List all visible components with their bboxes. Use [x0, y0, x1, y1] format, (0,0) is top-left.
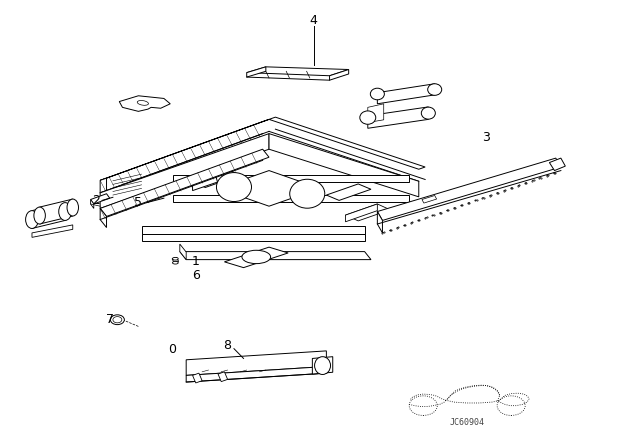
Ellipse shape [315, 357, 330, 375]
Ellipse shape [421, 107, 435, 119]
Polygon shape [312, 357, 333, 374]
Text: JC60904: JC60904 [449, 418, 484, 426]
Polygon shape [346, 204, 378, 222]
Polygon shape [269, 117, 425, 169]
Ellipse shape [26, 211, 38, 228]
Text: 8: 8 [223, 339, 232, 352]
Ellipse shape [173, 258, 178, 260]
Text: 1: 1 [192, 255, 200, 268]
Ellipse shape [371, 88, 385, 100]
Polygon shape [378, 158, 561, 220]
Ellipse shape [137, 100, 148, 105]
Polygon shape [269, 134, 419, 197]
Polygon shape [91, 199, 94, 208]
Polygon shape [246, 67, 349, 76]
Text: 5: 5 [134, 196, 142, 209]
Polygon shape [422, 195, 436, 203]
Text: 4: 4 [310, 13, 317, 26]
Ellipse shape [59, 202, 72, 220]
Ellipse shape [428, 84, 442, 95]
Polygon shape [173, 195, 409, 202]
Polygon shape [100, 119, 269, 181]
Polygon shape [218, 171, 320, 206]
Polygon shape [218, 372, 228, 382]
Polygon shape [368, 104, 384, 122]
Polygon shape [91, 194, 109, 204]
Polygon shape [193, 373, 202, 383]
Polygon shape [186, 351, 326, 375]
Polygon shape [32, 202, 65, 228]
Polygon shape [549, 158, 565, 171]
Polygon shape [100, 149, 269, 216]
Polygon shape [326, 184, 371, 200]
Polygon shape [100, 178, 106, 193]
Polygon shape [173, 175, 409, 182]
Polygon shape [193, 170, 228, 190]
Ellipse shape [173, 261, 178, 264]
Polygon shape [172, 258, 179, 263]
Ellipse shape [113, 317, 122, 323]
Polygon shape [368, 107, 428, 128]
Ellipse shape [216, 172, 252, 202]
Polygon shape [141, 226, 365, 234]
Text: 7: 7 [106, 313, 114, 326]
Polygon shape [32, 225, 73, 237]
Polygon shape [180, 252, 371, 260]
Ellipse shape [110, 315, 124, 325]
Ellipse shape [67, 199, 79, 216]
Text: 3: 3 [483, 131, 490, 144]
Ellipse shape [360, 111, 376, 124]
Text: 6: 6 [192, 269, 200, 282]
Ellipse shape [290, 179, 324, 208]
Polygon shape [100, 134, 269, 208]
Polygon shape [180, 244, 186, 260]
Text: 2: 2 [92, 194, 100, 207]
Text: 0: 0 [168, 343, 176, 356]
Polygon shape [40, 199, 73, 224]
Polygon shape [193, 170, 241, 188]
Polygon shape [346, 204, 390, 221]
Ellipse shape [34, 207, 45, 224]
Polygon shape [378, 211, 383, 233]
Polygon shape [100, 208, 106, 228]
Polygon shape [246, 67, 266, 77]
Ellipse shape [242, 250, 271, 263]
Polygon shape [378, 84, 435, 104]
Polygon shape [330, 69, 349, 80]
Polygon shape [225, 247, 288, 267]
Polygon shape [119, 96, 170, 112]
Polygon shape [141, 234, 365, 241]
Polygon shape [186, 366, 326, 382]
